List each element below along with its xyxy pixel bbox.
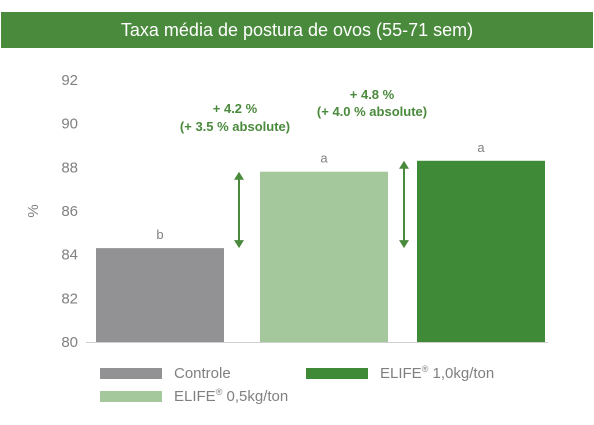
legend-item-elife-1-0: ELIFE® 1,0kg/ton [306, 364, 494, 382]
legend-swatch-elife-1-0 [306, 367, 368, 379]
annotation-percent-0: + 4.2 % [213, 101, 258, 116]
legend-label-controle: Controle [174, 365, 231, 382]
bar-elife-0-5 [260, 171, 388, 342]
bar-elife-1-0 [417, 160, 545, 342]
annotation-absolute-0: (+ 3.5 % absolute) [180, 119, 290, 134]
chart-title-bar: Taxa média de postura de ovos (55-71 sem… [1, 12, 593, 48]
y-tick-label-84: 84 [61, 247, 78, 264]
y-tick-label-80: 80 [61, 334, 78, 351]
legend-label-elife-0-5: ELIFE® 0,5kg/ton [174, 387, 289, 405]
legend-swatch-controle [100, 367, 162, 379]
difference-arrow-head-top-0 [234, 171, 244, 180]
chart-title: Taxa média de postura de ovos (55-71 sem… [120, 19, 474, 40]
legend-swatch-elife-0-5 [100, 390, 162, 402]
difference-arrow-head-top-1 [399, 160, 409, 169]
y-tick-label-92: 92 [61, 72, 78, 89]
y-tick-label-88: 88 [61, 159, 78, 176]
difference-arrow-head-bottom-1 [399, 240, 409, 249]
data-label-0: b [156, 227, 163, 242]
difference-arrow-head-bottom-0 [234, 240, 244, 249]
annotation-absolute-1: (+ 4.0 % absolute) [317, 104, 427, 119]
legend-item-controle: Controle [100, 364, 231, 382]
y-tick-label-82: 82 [61, 290, 78, 307]
bar-controle [96, 248, 224, 342]
data-label-2: a [477, 140, 485, 155]
y-tick-label-86: 86 [61, 203, 78, 220]
legend-item-elife-0-5: ELIFE® 0,5kg/ton [100, 387, 288, 405]
annotation-percent-1: + 4.8 % [350, 87, 395, 102]
y-axis-label: % [25, 204, 42, 217]
legend-label-elife-1-0: ELIFE® 1,0kg/ton [380, 364, 495, 382]
y-tick-label-90: 90 [61, 116, 78, 133]
data-label-1: a [320, 151, 328, 166]
